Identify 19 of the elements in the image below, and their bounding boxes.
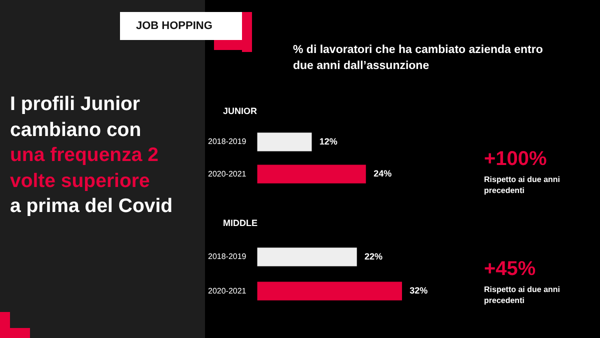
chart-subtitle: MIDDLE [223, 218, 258, 228]
data-label: 22% [364, 251, 383, 262]
chart-subtitle: JUNIOR [223, 106, 258, 116]
y-tick-label: 2020-2021 [208, 169, 247, 178]
text: JOB HOPPING [120, 12, 242, 40]
text: Rispetto ai due anni precedenti [484, 284, 562, 306]
data-label: 32% [410, 286, 428, 296]
text: a prima del Covid [10, 194, 174, 219]
data-label: 24% [374, 168, 392, 179]
y-tick-label: 2018-2019 [208, 137, 247, 146]
text: % di lavoratori che ha cambiato azienda entro due anni dall’assunzione [293, 43, 544, 74]
y-tick-label: 2018-2019 [208, 252, 247, 262]
text: I profili Junior cambiano con [10, 92, 142, 142]
text: una frequenza 2 volte superiore [10, 143, 160, 194]
text: Rispetto ai due anni precedenti [484, 174, 562, 196]
text: +100% [484, 148, 547, 171]
data-label: 12% [319, 136, 338, 146]
y-tick-label: 2020-2021 [208, 286, 247, 296]
text: +45% [484, 258, 536, 281]
